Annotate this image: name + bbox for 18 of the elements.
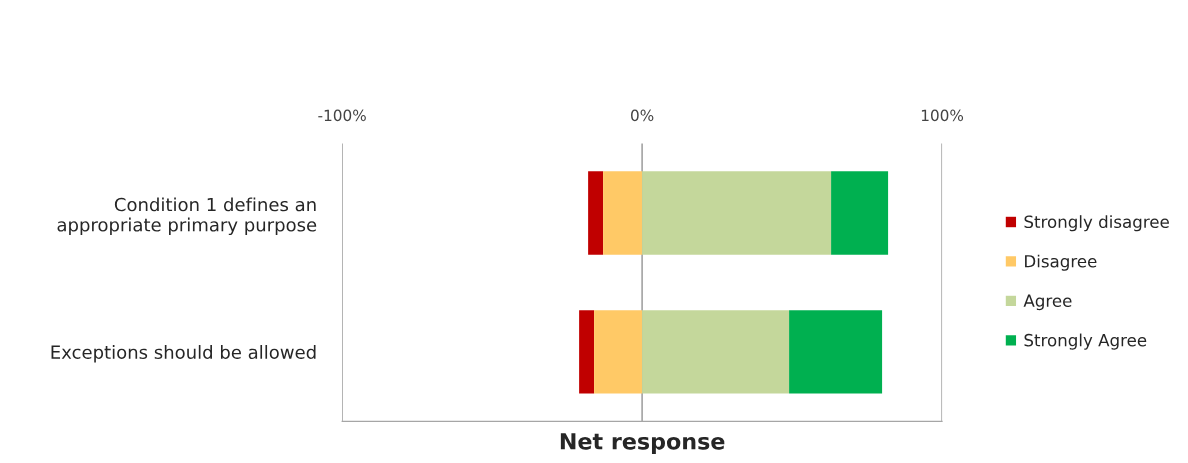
bar bbox=[642, 171, 832, 255]
bar bbox=[594, 310, 643, 394]
x-tick-label: 100% bbox=[921, 109, 964, 122]
y-tick-label: Exceptions should be allowed bbox=[51, 345, 316, 363]
legend-label: Strongly disagree bbox=[1024, 215, 1169, 232]
legend-label: Disagree bbox=[1025, 254, 1097, 271]
legend-label: Strongly Agree bbox=[1024, 333, 1147, 350]
x-axis-title: Net response bbox=[560, 433, 725, 454]
x-tick-label: -100% bbox=[318, 109, 366, 122]
bar bbox=[831, 171, 889, 255]
x-tick-label: 0% bbox=[631, 109, 654, 122]
bar bbox=[588, 171, 604, 255]
bar bbox=[579, 310, 595, 394]
legend-label: Agree bbox=[1023, 294, 1072, 311]
y-tick-label: Condition 1 defines an appropriate primary purpose bbox=[57, 197, 317, 236]
bar bbox=[789, 310, 883, 394]
bar bbox=[642, 310, 790, 394]
bar bbox=[603, 171, 643, 255]
